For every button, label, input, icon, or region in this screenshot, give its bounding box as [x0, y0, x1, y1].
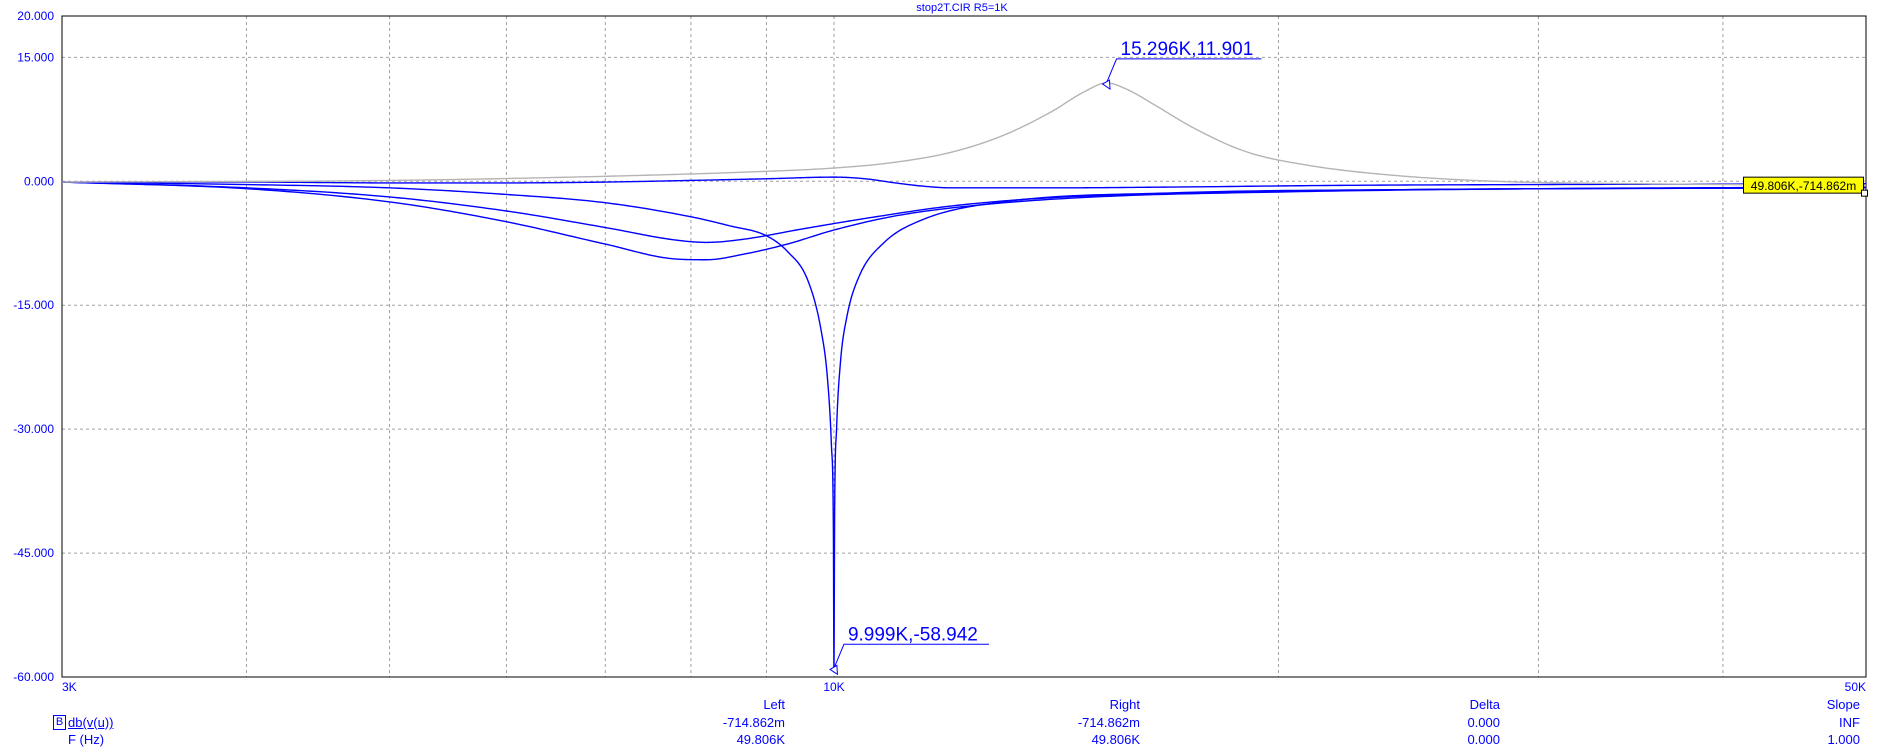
y-tick-label: 0.000 — [24, 174, 54, 188]
readout-db-slope: INF — [1839, 715, 1860, 730]
cursor-handle[interactable] — [1861, 189, 1869, 197]
annotation-label: 15.296K,11.901 — [1121, 39, 1254, 60]
y-tick-label: -30.000 — [13, 422, 54, 436]
grid — [62, 16, 1866, 677]
readout-header-left: Left — [763, 697, 785, 712]
readout-f-left: 49.806K — [736, 732, 785, 747]
annotation-leader — [833, 643, 989, 669]
chart-title: stop2T.CIR R5=1K — [916, 2, 1008, 14]
readout-f-right: 49.806K — [1091, 732, 1140, 747]
readout-db-right: -714.862m — [1077, 715, 1140, 730]
x-tick-label: 10K — [823, 680, 844, 694]
readout-db-delta: 0.000 — [1467, 715, 1500, 730]
annotations: 15.296K,11.901 9.999K,-58.942 49.806K,-714… — [829, 39, 1869, 676]
annotation-marker[interactable] — [829, 664, 841, 676]
series-line-3 — [61, 181, 1867, 244]
readout-header-slope: Slope — [1826, 697, 1860, 712]
y-tick-label: 15.000 — [17, 50, 54, 64]
cursor-marker-label: 49.806K,-714.862m — [1751, 179, 1856, 193]
series-layer — [61, 82, 1867, 669]
readout-row-label-db[interactable]: db(v(u)) — [68, 715, 114, 730]
x-tick-label: 3K — [62, 680, 77, 694]
series-line-4 — [61, 181, 1867, 261]
annotation-marker[interactable] — [1101, 79, 1114, 91]
readout-row-label-freq: F (Hz) — [68, 732, 105, 747]
y-tick-label: -15.000 — [13, 298, 54, 312]
readout-f-delta: 0.000 — [1467, 732, 1500, 747]
y-tick-label: -45.000 — [13, 546, 54, 560]
y-tick-label: -60.000 — [13, 670, 54, 684]
cursor-marker-box — [1743, 176, 1865, 194]
x-tick-label: 50K — [1845, 680, 1866, 694]
series-line-2 — [61, 181, 1867, 669]
series-line-1 — [62, 176, 1867, 189]
cursor-marker[interactable]: 49.806K,-714.862m — [1743, 176, 1869, 197]
readout-db-left: -714.862m — [722, 715, 785, 730]
readout-header-delta: Delta — [1469, 697, 1500, 712]
y-tick-label: 20.000 — [17, 9, 54, 23]
plot-frame — [61, 15, 1867, 678]
readout-header-right: Right — [1109, 697, 1140, 712]
annotation-leader — [1106, 58, 1262, 84]
series-line-5 — [61, 82, 1867, 187]
readout-f-slope: 1.000 — [1827, 732, 1860, 747]
axis-labels: 20.000 15.000 0.000 -15.000 -30.000 -45.000 -6… — [13, 9, 1866, 694]
annotation-label: 9.999K,-58.942 — [848, 624, 978, 645]
readout-row-badge[interactable]: B — [53, 715, 66, 730]
